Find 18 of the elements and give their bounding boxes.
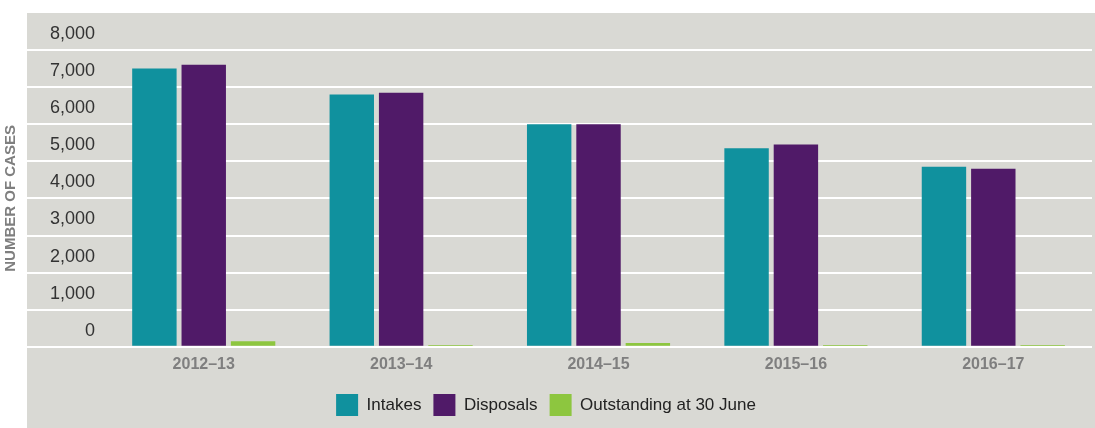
- legend-label: Intakes: [366, 394, 422, 414]
- y-tick-label: 2,000: [50, 245, 96, 266]
- x-tick-label: 2012–13: [172, 354, 235, 372]
- x-tick-label: 2014–15: [567, 354, 630, 372]
- y-tick-label: 4,000: [50, 171, 96, 192]
- y-tick-label: 5,000: [50, 134, 96, 155]
- y-tick-label: 7,000: [50, 60, 96, 81]
- x-tick-label: 2013–14: [369, 354, 433, 372]
- x-tick-label: 2016–17: [962, 354, 1025, 372]
- y-tick-label: 8,000: [50, 22, 96, 43]
- y-axis-title: NUMBER OF CASES: [1, 125, 19, 272]
- y-tick-label: 6,000: [50, 97, 96, 118]
- y-tick-label: 1,000: [50, 282, 96, 303]
- legend-label: Disposals: [463, 394, 538, 414]
- y-tick-label: 3,000: [50, 208, 96, 229]
- legend-label: Outstanding at 30 June: [580, 394, 756, 414]
- y-tick-label: 0: [85, 319, 96, 340]
- x-tick-label: 2015–16: [764, 354, 828, 372]
